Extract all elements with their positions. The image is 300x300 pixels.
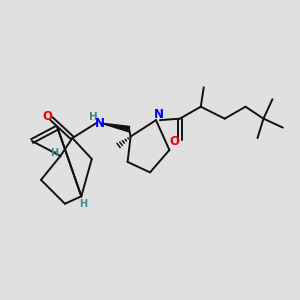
Text: N: N: [154, 108, 164, 121]
Text: H: H: [89, 112, 98, 122]
Text: O: O: [169, 135, 179, 148]
Text: H: H: [79, 199, 87, 209]
Text: N: N: [95, 117, 105, 130]
Text: H: H: [50, 148, 58, 158]
Text: O: O: [42, 110, 52, 123]
Polygon shape: [101, 123, 130, 132]
